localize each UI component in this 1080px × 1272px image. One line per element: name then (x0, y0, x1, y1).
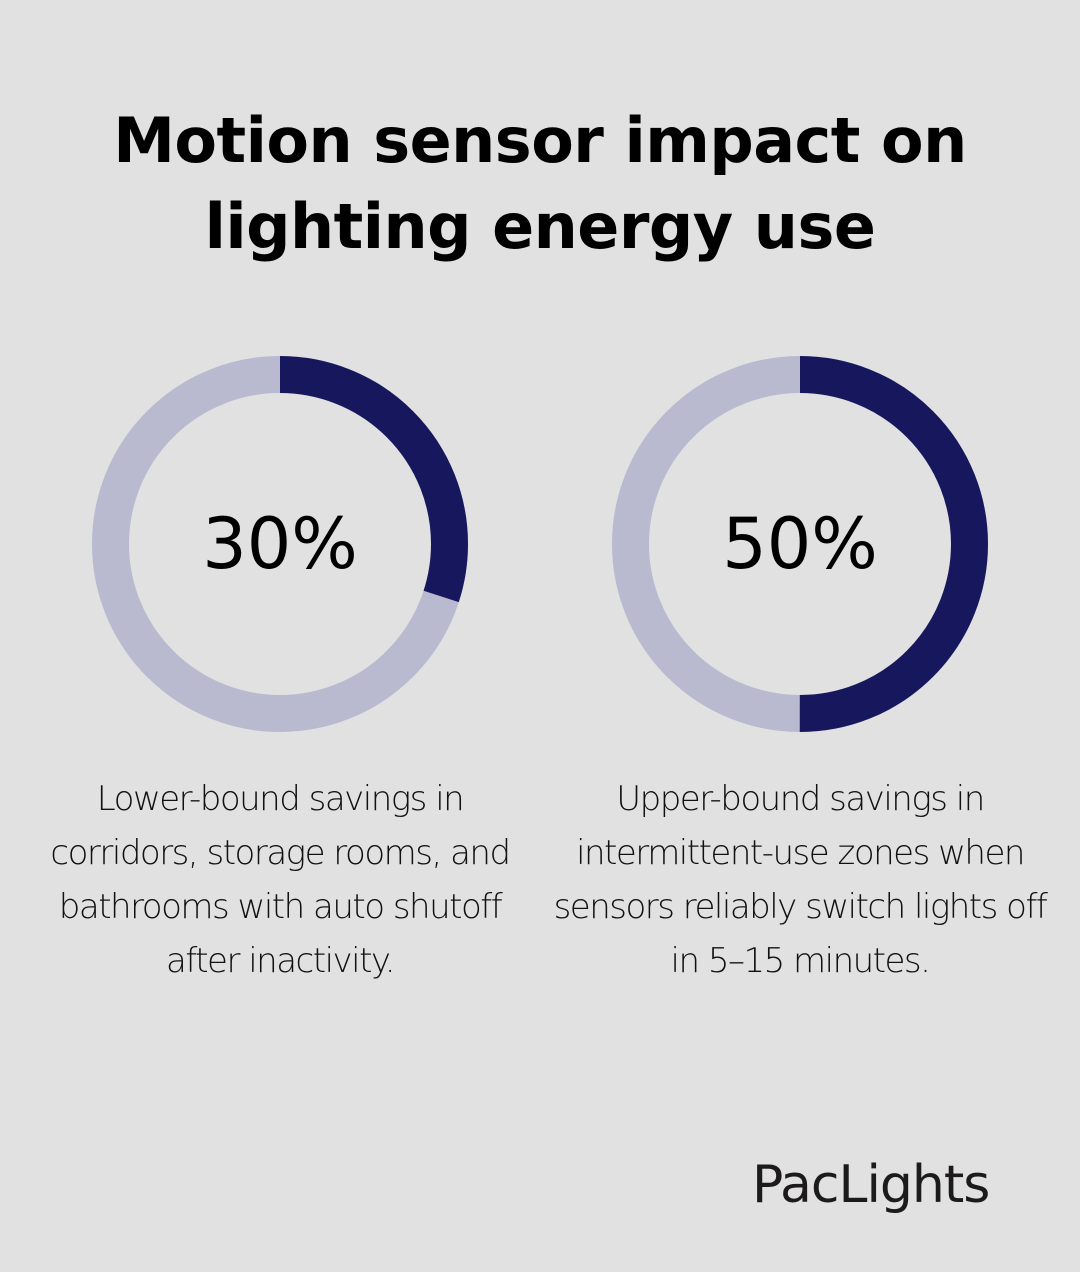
stat-description-lower: Lower-bound savings in corridors, storag… (50, 779, 511, 981)
brand-logo: PacLights (752, 1155, 990, 1215)
stat-description-upper: Upper-bound savings in intermittent-use … (553, 779, 1048, 981)
chart-title: Motion sensor impact on lighting energy … (113, 104, 967, 263)
donut-chart-upper-bound: 50% (612, 356, 988, 732)
donut-chart-lower-bound: 30% (92, 356, 468, 732)
donut-ring (612, 356, 988, 732)
percent-value: 50% (722, 503, 878, 585)
donut-ring (92, 356, 468, 732)
percent-value: 30% (202, 503, 358, 585)
